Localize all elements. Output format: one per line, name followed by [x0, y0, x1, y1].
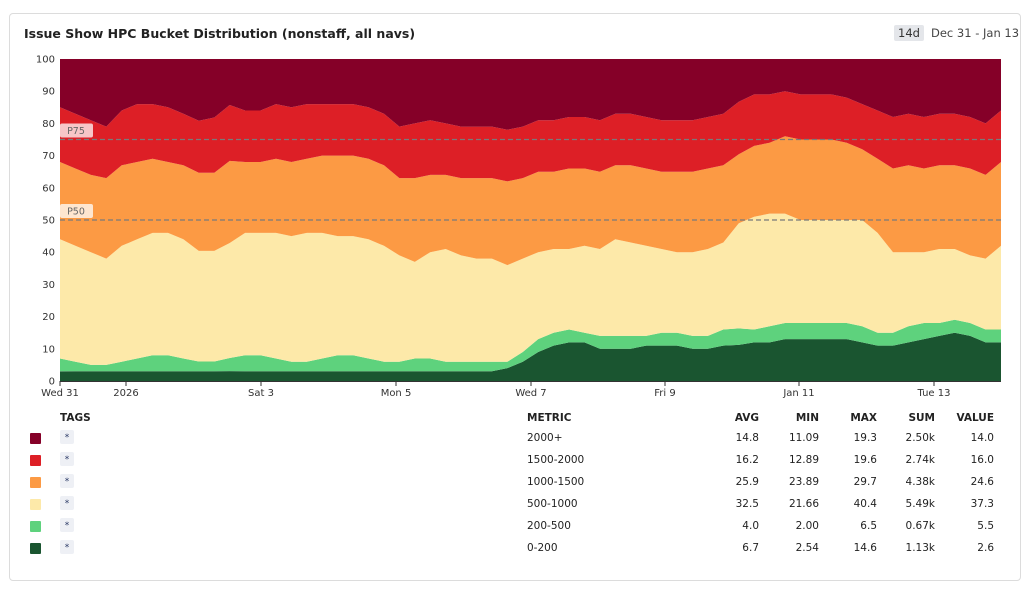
chart-title: Issue Show HPC Bucket Distribution (nons…	[24, 26, 416, 41]
reference-label-bg	[60, 204, 93, 218]
area-series-1500-2000[interactable]	[60, 91, 1001, 182]
x-tick-label: Fri 9	[654, 388, 675, 399]
area-series-2000+[interactable]	[60, 59, 1001, 130]
x-tick-label: 2026	[113, 388, 138, 399]
y-tick-label: 0	[49, 377, 55, 388]
reference-label-p50: P50	[67, 207, 85, 218]
y-tick-label: 70	[42, 151, 55, 162]
y-tick-label: 100	[36, 55, 55, 66]
area-series-200-500[interactable]	[60, 319, 1001, 372]
y-tick-label: 60	[42, 183, 55, 194]
x-tick-label: Tue 13	[917, 388, 951, 399]
x-tick-label: Mon 5	[381, 388, 412, 399]
y-tick-label: 40	[42, 248, 55, 259]
x-tick-label: Jan 11	[782, 388, 814, 399]
y-tick-label: 20	[42, 312, 55, 323]
y-tick-label: 50	[42, 216, 55, 227]
y-tick-label: 30	[42, 280, 55, 291]
area-series-1000-1500[interactable]	[60, 136, 1001, 266]
x-tick-label: Wed 31	[41, 388, 79, 399]
y-tick-label: 10	[42, 344, 55, 355]
time-range-button[interactable]: 14d	[894, 25, 924, 41]
y-tick-label: 90	[42, 87, 55, 98]
area-series-500-1000[interactable]	[60, 213, 1001, 365]
x-tick-label: Sat 3	[248, 388, 274, 399]
time-range-label: Dec 31 - Jan 13	[931, 26, 1020, 40]
reference-label-bg	[60, 123, 93, 138]
reference-label-p75: P75	[67, 126, 85, 137]
x-tick-label: Wed 7	[515, 388, 546, 399]
y-tick-label: 80	[42, 119, 55, 130]
